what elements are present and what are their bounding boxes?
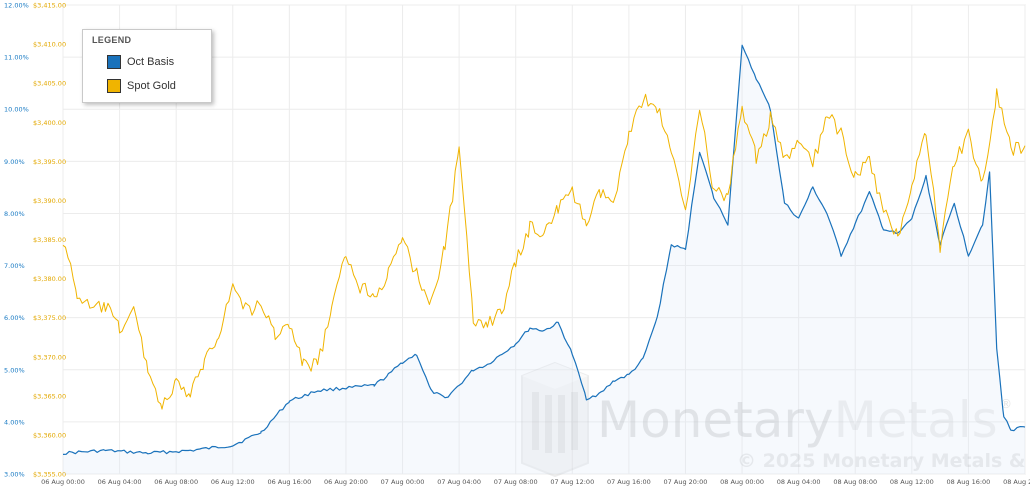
- y-left-tick-label: 6.00%: [4, 314, 25, 322]
- series: [62, 44, 1026, 474]
- y-left-tick-label: 5.00%: [4, 366, 25, 374]
- y-right-tick-label: $3,400.00: [33, 119, 66, 127]
- y-right-tick-label: $3,390.00: [33, 197, 66, 205]
- legend: LEGEND Oct Basis Spot Gold: [82, 29, 212, 103]
- x-tick-label: 06 Aug 12:00: [211, 478, 255, 486]
- x-tick-label: 07 Aug 00:00: [381, 478, 425, 486]
- legend-label-oct-basis: Oct Basis: [127, 56, 175, 68]
- y-right-tick-label: $3,410.00: [33, 41, 66, 49]
- y-left-tick-label: 3.00%: [4, 471, 25, 479]
- legend-swatch-oct-basis: [107, 55, 121, 69]
- x-tick-label: 08 Aug 04:00: [777, 478, 821, 486]
- y-right-tick-label: $3,370.00: [33, 353, 66, 361]
- y-left-tick-label: 7.00%: [4, 262, 25, 270]
- series-line-oct-basis: [62, 44, 1026, 455]
- watermark-brand-part2: Metals: [834, 391, 998, 449]
- x-tick-label: 06 Aug 04:00: [98, 478, 142, 486]
- legend-item-spot-gold[interactable]: Spot Gold: [107, 78, 176, 94]
- series-line-spot-gold: [62, 88, 1026, 410]
- x-tick-label: 07 Aug 20:00: [664, 478, 708, 486]
- x-tick-label: 08 Aug 08:00: [833, 478, 877, 486]
- x-tick-label: 07 Aug 08:00: [494, 478, 538, 486]
- y-right-tick-label: $3,365.00: [33, 392, 66, 400]
- x-tick-label: 07 Aug 12:00: [550, 478, 594, 486]
- axes: 06 Aug 00:00 06 Aug 04:00 06 Aug 08:00 06 A…: [4, 2, 1030, 487]
- y-right-tick-label: $3,380.00: [33, 275, 66, 283]
- x-tick-label: 08 Aug 12:00: [890, 478, 934, 486]
- x-tick-label: 08 Aug 00:00: [720, 478, 764, 486]
- x-tick-label: 07 Aug 16:00: [607, 478, 651, 486]
- x-tick-label: 08 Aug 20:00: [1003, 478, 1030, 486]
- watermark-copyright: © 2025 Monetary Metals & Co.: [737, 450, 1030, 472]
- y-left-tick-label: 8.00%: [4, 210, 25, 218]
- legend-item-oct-basis[interactable]: Oct Basis: [107, 54, 174, 70]
- y-right-tick-label: $3,395.00: [33, 158, 66, 166]
- y-right-tick-label: $3,415.00: [33, 2, 66, 10]
- legend-title: LEGEND: [92, 35, 132, 45]
- x-tick-label: 06 Aug 00:00: [41, 478, 85, 486]
- x-tick-label: 08 Aug 16:00: [946, 478, 990, 486]
- x-tick-label: 06 Aug 08:00: [154, 478, 198, 486]
- y-right-tick-label: $3,385.00: [33, 236, 66, 244]
- y-right-tick-label: $3,360.00: [33, 431, 66, 439]
- watermark-logo-icon: [521, 361, 589, 478]
- y-right-tick-label: $3,405.00: [33, 80, 66, 88]
- grid: [62, 4, 1026, 475]
- x-tick-label: 06 Aug 16:00: [267, 478, 311, 486]
- legend-swatch-spot-gold: [107, 79, 121, 93]
- y-left-tick-label: 4.00%: [4, 418, 25, 426]
- x-tick-label: 06 Aug 20:00: [324, 478, 368, 486]
- y-left-tick-label: 11.00%: [4, 54, 29, 62]
- y-right-tick-label: $3,375.00: [33, 314, 66, 322]
- legend-label-spot-gold: Spot Gold: [127, 80, 176, 92]
- x-tick-label: 07 Aug 04:00: [437, 478, 481, 486]
- watermark-brand-part1: Monetary: [597, 391, 834, 449]
- y-right-tick-label: $3,355.00: [33, 471, 66, 479]
- y-left-tick-label: 9.00%: [4, 158, 25, 166]
- y-left-tick-label: 10.00%: [4, 106, 29, 114]
- watermark-brand: MonetaryMetals: [597, 391, 998, 449]
- watermark: MonetaryMetals ® © 2025 Monetary Metals …: [521, 361, 1030, 478]
- y-left-tick-label: 12.00%: [4, 2, 29, 10]
- series-area-oct-basis: [63, 45, 1025, 474]
